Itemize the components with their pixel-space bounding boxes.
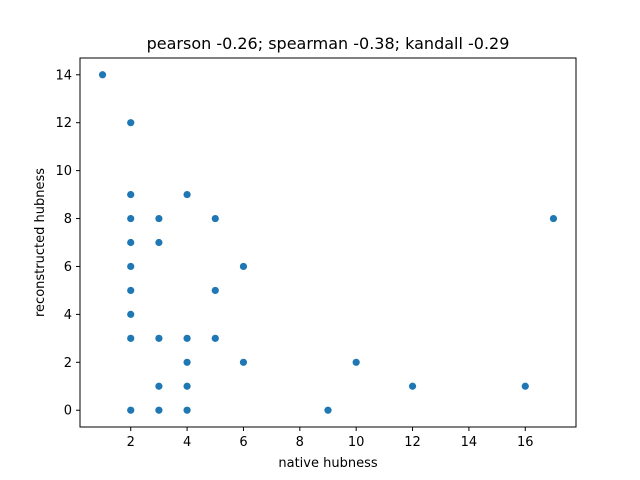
data-point bbox=[127, 262, 135, 271]
x-tick-label: 12 bbox=[404, 435, 421, 450]
data-point bbox=[127, 214, 135, 223]
x-tick-label: 8 bbox=[296, 435, 304, 450]
y-axis-label: reconstructed hubness bbox=[33, 168, 48, 317]
y-tick-label: 4 bbox=[64, 308, 72, 323]
data-point bbox=[127, 238, 135, 247]
data-point bbox=[98, 71, 107, 79]
data-point bbox=[239, 358, 248, 366]
x-axis: 2 4 6 8 10 12 14 16 bbox=[127, 427, 534, 450]
data-point bbox=[183, 406, 191, 414]
x-tick-label: 16 bbox=[517, 435, 534, 450]
x-tick-label: 14 bbox=[461, 435, 478, 450]
data-points bbox=[98, 71, 558, 414]
data-point bbox=[127, 286, 135, 295]
data-point bbox=[239, 262, 248, 271]
data-point bbox=[127, 310, 135, 318]
y-tick-label: 8 bbox=[64, 212, 72, 227]
data-point bbox=[127, 190, 135, 199]
data-point bbox=[211, 334, 219, 342]
data-point bbox=[211, 286, 219, 295]
y-axis: 0 2 4 6 8 10 12 14 bbox=[55, 68, 80, 419]
data-point bbox=[183, 358, 191, 366]
data-point bbox=[127, 406, 135, 414]
y-tick-label: 6 bbox=[64, 260, 72, 275]
y-tick-label: 10 bbox=[55, 164, 72, 179]
x-axis-label: native hubness bbox=[278, 456, 377, 471]
x-tick-label: 6 bbox=[239, 435, 247, 450]
plot-area-frame bbox=[79, 57, 577, 428]
y-tick-label: 2 bbox=[64, 356, 72, 371]
data-point bbox=[183, 190, 191, 199]
y-tick-label: 12 bbox=[55, 116, 72, 131]
data-point bbox=[183, 382, 191, 390]
data-point bbox=[155, 238, 163, 247]
data-point bbox=[521, 382, 529, 390]
data-point bbox=[352, 358, 360, 366]
data-point bbox=[127, 119, 135, 127]
data-point bbox=[155, 406, 163, 414]
x-tick-label: 10 bbox=[348, 435, 365, 450]
data-point bbox=[183, 334, 191, 342]
data-point bbox=[549, 214, 558, 223]
data-point bbox=[127, 334, 135, 342]
y-tick-label: 14 bbox=[55, 68, 72, 83]
data-point bbox=[155, 334, 163, 342]
y-tick-label: 0 bbox=[64, 404, 72, 419]
data-point bbox=[408, 382, 417, 390]
data-point bbox=[324, 406, 332, 414]
data-point bbox=[155, 382, 163, 390]
data-point bbox=[155, 214, 163, 223]
chart-title: pearson -0.26; spearman -0.38; kandall -… bbox=[147, 34, 510, 53]
x-tick-label: 4 bbox=[183, 435, 191, 450]
data-point bbox=[211, 214, 219, 223]
x-tick-label: 2 bbox=[127, 435, 135, 450]
